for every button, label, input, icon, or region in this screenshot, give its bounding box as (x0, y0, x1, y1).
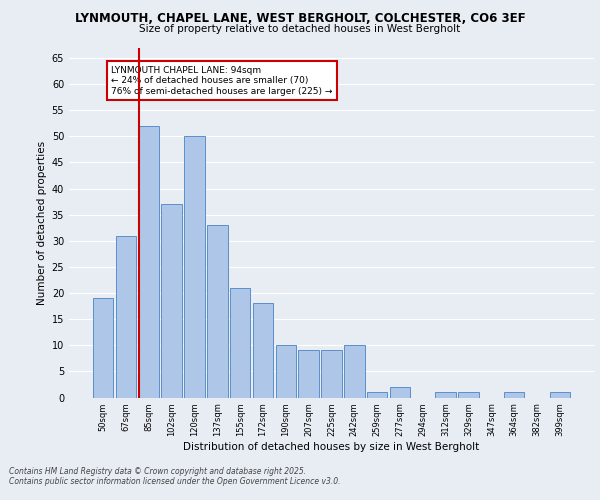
Bar (458, 392, 479, 398)
Bar (161, 204, 182, 398)
Bar (504, 392, 524, 398)
Bar (93, 298, 113, 398)
Bar (139, 126, 159, 398)
Bar (230, 288, 250, 398)
Bar (367, 392, 388, 398)
Text: Contains public sector information licensed under the Open Government Licence v3: Contains public sector information licen… (9, 477, 341, 486)
Text: LYNMOUTH, CHAPEL LANE, WEST BERGHOLT, COLCHESTER, CO6 3EF: LYNMOUTH, CHAPEL LANE, WEST BERGHOLT, CO… (74, 12, 526, 26)
Bar (344, 346, 365, 398)
Text: Size of property relative to detached houses in West Bergholt: Size of property relative to detached ho… (139, 24, 461, 34)
Bar (390, 387, 410, 398)
Text: Contains HM Land Registry data © Crown copyright and database right 2025.: Contains HM Land Registry data © Crown c… (9, 467, 306, 476)
Text: LYNMOUTH CHAPEL LANE: 94sqm
← 24% of detached houses are smaller (70)
76% of sem: LYNMOUTH CHAPEL LANE: 94sqm ← 24% of det… (111, 66, 332, 96)
X-axis label: Distribution of detached houses by size in West Bergholt: Distribution of detached houses by size … (184, 442, 479, 452)
Bar (321, 350, 342, 398)
Bar (550, 392, 570, 398)
Bar (298, 350, 319, 398)
Bar (207, 225, 227, 398)
Bar (184, 136, 205, 398)
Bar (436, 392, 456, 398)
Bar (116, 236, 136, 398)
Bar (275, 346, 296, 398)
Bar (253, 304, 273, 398)
Y-axis label: Number of detached properties: Number of detached properties (37, 140, 47, 304)
